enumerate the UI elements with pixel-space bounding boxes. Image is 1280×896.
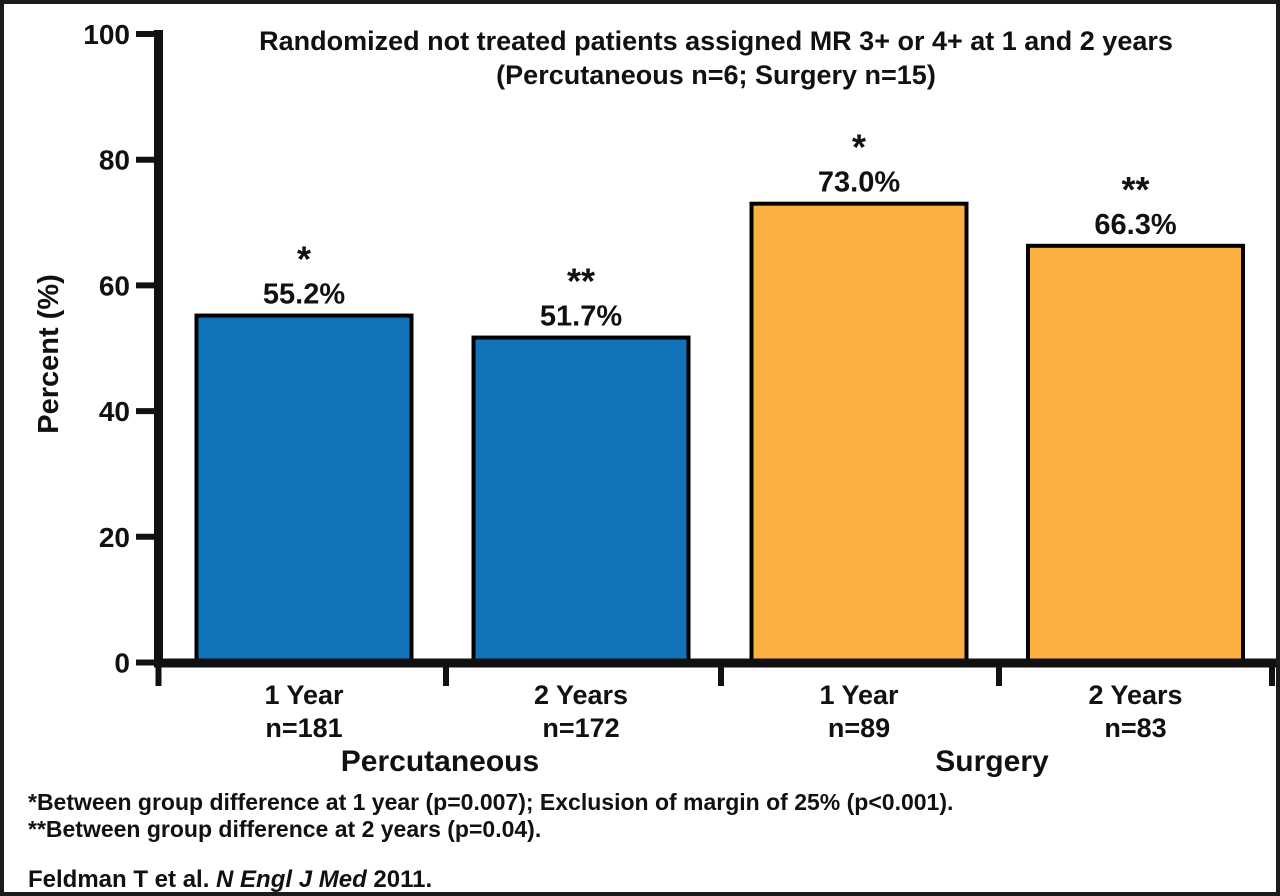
citation: Feldman T et al. N Engl J Med 2011. <box>28 866 432 893</box>
bar-rect <box>471 335 691 665</box>
bar-value-label: 51.7% <box>540 301 622 333</box>
bar-n-label: n=172 <box>542 713 619 743</box>
bar-significance-star: ** <box>567 261 595 302</box>
y-axis-title: Percent (%) <box>33 274 65 434</box>
bar-period-label: 2 Years <box>534 680 628 710</box>
bar-n-label: n=181 <box>265 713 342 743</box>
footnote-line2: **Between group difference at 2 years (p… <box>28 816 541 842</box>
citation-authors: Feldman T et al. <box>28 866 216 893</box>
y-axis-ticks-group: 0 20 40 60 80 100 <box>83 19 159 679</box>
bar-rect <box>1026 243 1245 665</box>
y-axis-tick-label: 20 <box>99 522 130 553</box>
y-axis-tick-label: 80 <box>99 145 130 176</box>
chart-title-line1: Randomized not treated patients assigned… <box>259 26 1173 56</box>
footnote-line1: *Between group difference at 1 year (p=0… <box>28 789 953 815</box>
bar-significance-star: * <box>297 239 311 280</box>
group-label-surgery: Surgery <box>935 745 1049 778</box>
bar-n-label: n=89 <box>828 713 890 743</box>
bar-period-label: 2 Years <box>1088 680 1182 710</box>
citation-year: 2011. <box>367 866 432 893</box>
bar-value-label: 55.2% <box>263 279 345 311</box>
group-label-percutaneous: Percutaneous <box>341 745 539 778</box>
bar-rect <box>749 201 969 665</box>
y-axis-tick-label: 0 <box>114 648 130 679</box>
bar-value-label: 66.3% <box>1094 209 1176 241</box>
chart-title-line2: (Percutaneous n=6; Surgery n=15) <box>496 60 936 90</box>
bar-significance-star: ** <box>1121 169 1149 210</box>
bar-period-label: 1 Year <box>264 680 344 710</box>
bar-significance-star: * <box>852 127 866 168</box>
bar-value-label: 73.0% <box>818 167 900 199</box>
citation-journal: N Engl J Med <box>216 866 368 893</box>
bar-rect <box>194 313 414 665</box>
bar-chart: Randomized not treated patients assigned… <box>28 19 1276 893</box>
y-axis-tick-label: 40 <box>99 396 130 427</box>
y-axis-tick-label: 100 <box>83 19 130 50</box>
bar-period-label: 1 Year <box>819 680 899 710</box>
bar-n-label: n=83 <box>1104 713 1166 743</box>
y-axis-tick-label: 60 <box>99 270 130 301</box>
